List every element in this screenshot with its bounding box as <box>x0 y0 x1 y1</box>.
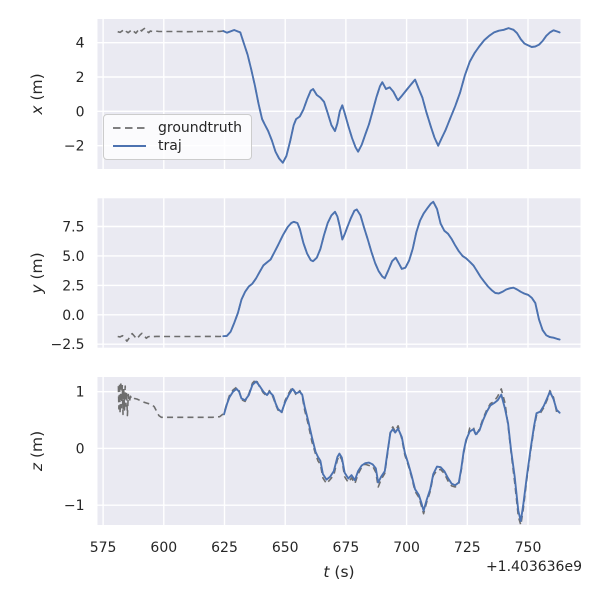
x-tick-label: 650 <box>272 540 299 556</box>
traj-line-z <box>223 380 561 522</box>
y-tick-label: 2 <box>76 70 85 86</box>
traj-line-y <box>222 200 561 341</box>
y-tick-label: 0.0 <box>62 308 84 324</box>
solid-line-sample <box>113 145 146 147</box>
x-axis-offset-label: +1.403636e9 <box>485 559 582 575</box>
legend-label-traj: traj <box>158 138 182 154</box>
y-tick-label: 7.5 <box>62 220 84 236</box>
y-tick-label: 5.0 <box>62 249 84 265</box>
y-axis-label-z: z (m) <box>28 431 46 472</box>
y-axis-label-x: x (m) <box>28 73 46 115</box>
y-tick-label: −2 <box>64 139 85 155</box>
y-axis-label-y: y (m) <box>28 252 46 294</box>
y-tick-label: 0 <box>76 104 85 120</box>
traj-line-x <box>222 27 561 164</box>
legend-item-traj: traj <box>113 139 242 153</box>
dashed-line-sample <box>113 127 146 129</box>
plot-area-z <box>97 377 581 525</box>
y-tick-label: −2.5 <box>51 337 85 353</box>
y-tick-label: −1 <box>64 498 85 514</box>
y-tick-label: 4 <box>76 36 85 52</box>
x-axis-label: t (s) <box>323 563 354 581</box>
x-tick-label: 675 <box>333 540 360 556</box>
y-tick-label: 0 <box>76 441 85 457</box>
x-tick-label: 575 <box>90 540 117 556</box>
y-tick-label: 1 <box>76 385 85 401</box>
y-tick-label: 2.5 <box>62 278 84 294</box>
legend: groundtruth traj <box>103 114 252 160</box>
legend-item-groundtruth: groundtruth <box>113 121 242 135</box>
x-tick-label: 600 <box>150 540 177 556</box>
x-tick-label: 700 <box>393 540 420 556</box>
legend-label-groundtruth: groundtruth <box>158 120 243 136</box>
x-tick-label: 625 <box>211 540 238 556</box>
x-tick-label: 750 <box>515 540 542 556</box>
x-tick-label: 725 <box>454 540 481 556</box>
